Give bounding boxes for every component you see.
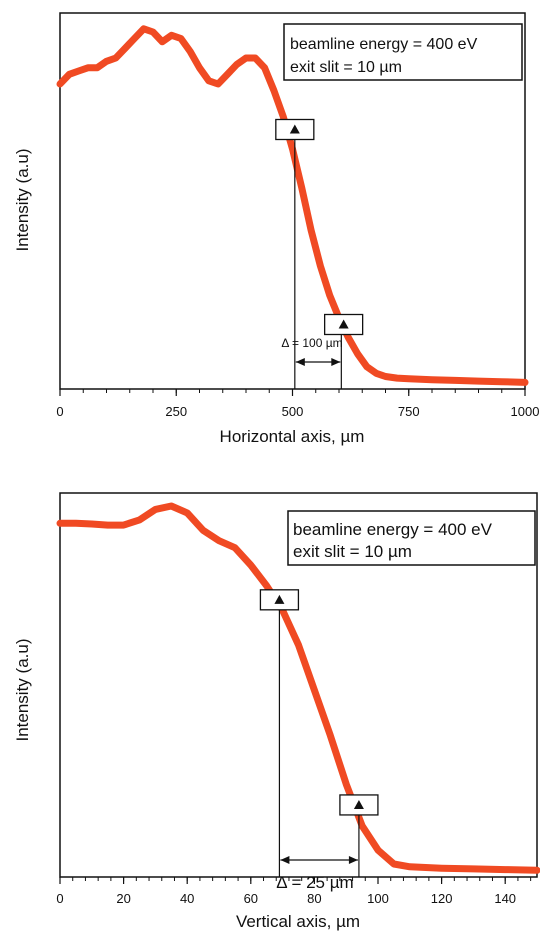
x-tick-label: 1000 [511, 404, 540, 419]
delta-annotation: Δ = 100 µm [275, 118, 364, 389]
x-tick-labels: 0 20 40 60 80 100 120 140 [56, 891, 516, 906]
triangle-icon [353, 799, 364, 809]
x-ticks [59, 877, 532, 884]
intensity-curve [56, 502, 540, 874]
legend-box: beamline energy = 400 eV exit slit = 10 … [287, 510, 536, 566]
marker-2 [323, 313, 364, 336]
y-axis-label: Intensity (a.u) [13, 149, 32, 252]
x-tick-label: 750 [398, 404, 420, 419]
x-axis-label: Vertical axis, µm [236, 912, 360, 931]
delta-arrowhead-left [295, 358, 305, 366]
legend-frame [287, 510, 536, 566]
x-tick-label: 0 [56, 404, 63, 419]
triangle-icon [338, 319, 349, 329]
legend-frame [283, 23, 523, 81]
x-tick-label: 40 [180, 891, 194, 906]
x-tick-label: 250 [165, 404, 187, 419]
legend-box: beamline energy = 400 eV exit slit = 10 … [283, 23, 523, 81]
plot-frame [59, 492, 538, 878]
x-tick-label: 120 [431, 891, 453, 906]
delta-arrowhead-right [331, 358, 341, 366]
delta-label: Δ = 25 µm [276, 873, 353, 892]
horizontal-profile-chart: 0 250 500 750 1000 Δ = 100 µm beamline energ… [13, 12, 539, 446]
delta-arrowhead-right [348, 856, 358, 864]
intensity-curve [56, 25, 529, 386]
delta-label: Δ = 100 µm [281, 336, 342, 350]
legend-line-1: beamline energy = 400 eV [290, 36, 478, 53]
marker-2 [339, 794, 379, 816]
x-ticks [59, 389, 526, 396]
delta-arrowhead-left [280, 856, 290, 864]
x-axis-label: Horizontal axis, µm [220, 427, 365, 446]
y-axis-label: Intensity (a.u) [13, 639, 32, 742]
x-tick-label: 60 [244, 891, 258, 906]
delta-annotation: Δ = 25 µm [259, 589, 379, 892]
marker-1 [259, 589, 300, 611]
x-tick-label: 100 [367, 891, 389, 906]
legend-line-2: exit slit = 10 µm [290, 59, 402, 76]
triangle-icon [274, 594, 285, 604]
x-tick-label: 80 [307, 891, 321, 906]
x-tick-label: 500 [282, 404, 304, 419]
x-tick-labels: 0 250 500 750 1000 [56, 404, 539, 419]
marker-1 [275, 118, 315, 141]
legend-line-1: beamline energy = 400 eV [293, 520, 493, 539]
vertical-profile-chart: 0 20 40 60 80 100 120 140 Δ = 25 µm beamline en… [13, 492, 540, 931]
triangle-icon [289, 124, 300, 134]
x-tick-label: 20 [116, 891, 130, 906]
x-tick-label: 0 [56, 891, 63, 906]
legend-line-2: exit slit = 10 µm [293, 542, 412, 561]
x-tick-label: 140 [494, 891, 516, 906]
